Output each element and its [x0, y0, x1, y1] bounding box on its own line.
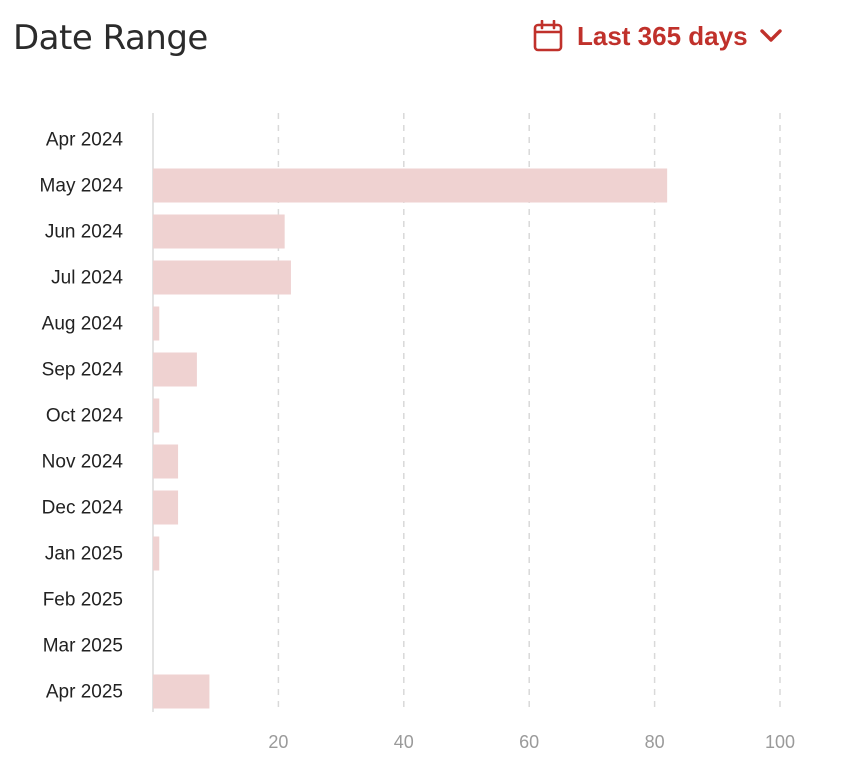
bar: [153, 674, 210, 709]
bar: [153, 398, 160, 433]
date-range-dropdown[interactable]: Last 365 days: [533, 16, 782, 56]
category-label: Apr 2024: [46, 130, 124, 151]
x-tick-label: 20: [268, 732, 288, 752]
category-label: May 2024: [40, 176, 124, 197]
category-label: Feb 2025: [43, 590, 123, 611]
category-label: Jun 2024: [45, 222, 124, 243]
date-range-label: Last 365 days: [577, 20, 748, 51]
category-label: Nov 2024: [42, 452, 124, 473]
category-label: Apr 2025: [46, 682, 123, 703]
category-label: Aug 2024: [42, 314, 124, 335]
bar: [153, 444, 179, 479]
calendar-icon: [533, 20, 563, 52]
x-tick-label: 100: [765, 732, 795, 752]
chevron-down-icon: [759, 29, 782, 42]
bar: [153, 214, 285, 249]
category-label: Jul 2024: [51, 268, 123, 289]
bar: [153, 352, 197, 387]
bar: [153, 168, 668, 203]
category-label: Dec 2024: [42, 498, 124, 519]
bar: [153, 260, 291, 295]
page-title: Date Range: [13, 18, 208, 58]
category-label: Jan 2025: [45, 544, 123, 565]
category-label: Oct 2024: [46, 406, 124, 427]
x-tick-label: 80: [645, 732, 665, 752]
category-label: Mar 2025: [43, 636, 123, 657]
bar: [153, 490, 179, 525]
x-tick-label: 60: [519, 732, 539, 752]
x-tick-label: 40: [394, 732, 414, 752]
bar: [153, 536, 160, 571]
category-label: Sep 2024: [42, 360, 124, 381]
bar: [153, 306, 160, 341]
